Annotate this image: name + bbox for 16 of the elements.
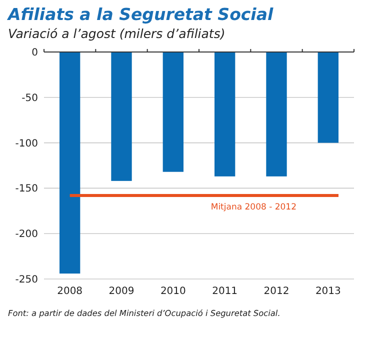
x-tick-label: 2010 (160, 286, 186, 297)
chart-subtitle: Variació a l’agost (milers d’afiliats) (8, 26, 226, 41)
x-tick-label: 2012 (264, 286, 290, 297)
y-tick-label: -100 (15, 138, 38, 150)
ref-line-label: Mitjana 2008 - 2012 (210, 202, 296, 212)
y-tick-label: 0 (32, 48, 38, 58)
x-tick-label: 2008 (57, 286, 83, 297)
y-tick-label: -200 (15, 229, 38, 240)
x-tick-label: 2009 (108, 286, 134, 297)
x-tick-label: 2011 (212, 286, 238, 297)
text: Font: a partir de dades del Ministeri d’Ocupació i Seguretat Social. (8, 308, 280, 318)
y-tick-label: -250 (15, 274, 38, 286)
y-tick-label: -50 (22, 92, 38, 104)
chart-title: Afiliats a la Seguretat Social (6, 5, 274, 24)
y-tick-label: -150 (15, 184, 38, 195)
x-tick-label: 2013 (315, 286, 341, 297)
